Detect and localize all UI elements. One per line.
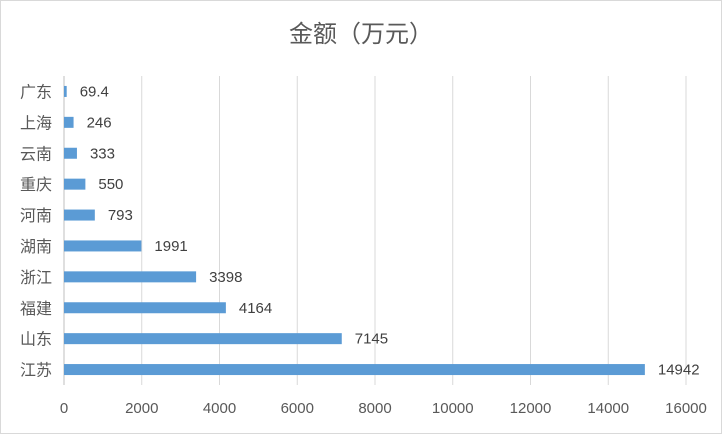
category-label: 重庆	[20, 175, 52, 194]
bar-8	[64, 333, 342, 345]
bar-7	[64, 302, 226, 314]
data-label: 1991	[154, 238, 187, 255]
x-tick-label: 6000	[281, 400, 314, 417]
category-label: 福建	[20, 299, 52, 318]
data-label: 4164	[239, 300, 272, 317]
x-tick-label: 16000	[665, 400, 707, 417]
x-tick-label: 4000	[203, 400, 236, 417]
data-label: 7145	[355, 331, 388, 348]
x-tick-label: 10000	[432, 400, 474, 417]
x-tick-label: 14000	[587, 400, 629, 417]
x-tick-label: 12000	[510, 400, 552, 417]
data-label: 550	[98, 176, 123, 193]
data-label: 793	[108, 207, 133, 224]
bar-9	[64, 364, 645, 376]
category-label: 云南	[20, 144, 52, 163]
category-label: 上海	[20, 113, 52, 132]
data-label: 69.4	[80, 83, 109, 100]
data-label: 246	[87, 114, 112, 131]
bar-0	[64, 85, 67, 97]
bar-5	[64, 240, 142, 252]
x-tick-label: 0	[60, 400, 68, 417]
bar-2	[64, 147, 77, 159]
category-label: 广东	[20, 82, 52, 101]
data-label: 14942	[658, 362, 700, 379]
bar-3	[64, 178, 86, 190]
category-label: 山东	[20, 330, 52, 349]
data-label: 3398	[209, 269, 242, 286]
category-label: 河南	[20, 206, 52, 225]
category-label: 浙江	[20, 268, 52, 287]
bar-4	[64, 209, 95, 221]
bar-6	[64, 271, 197, 283]
bars	[64, 85, 645, 376]
bar-1	[64, 116, 74, 128]
category-label: 江苏	[20, 361, 52, 380]
x-tick-label: 8000	[358, 400, 391, 417]
labels: 0 2000 4000 6000 8000 10000 12000 14000 16000 广东 6…	[20, 82, 707, 417]
data-label: 333	[90, 145, 115, 162]
category-label: 湖南	[20, 237, 52, 256]
chart-title: 金额（万元）	[289, 20, 433, 48]
x-tick-label: 2000	[125, 400, 158, 417]
